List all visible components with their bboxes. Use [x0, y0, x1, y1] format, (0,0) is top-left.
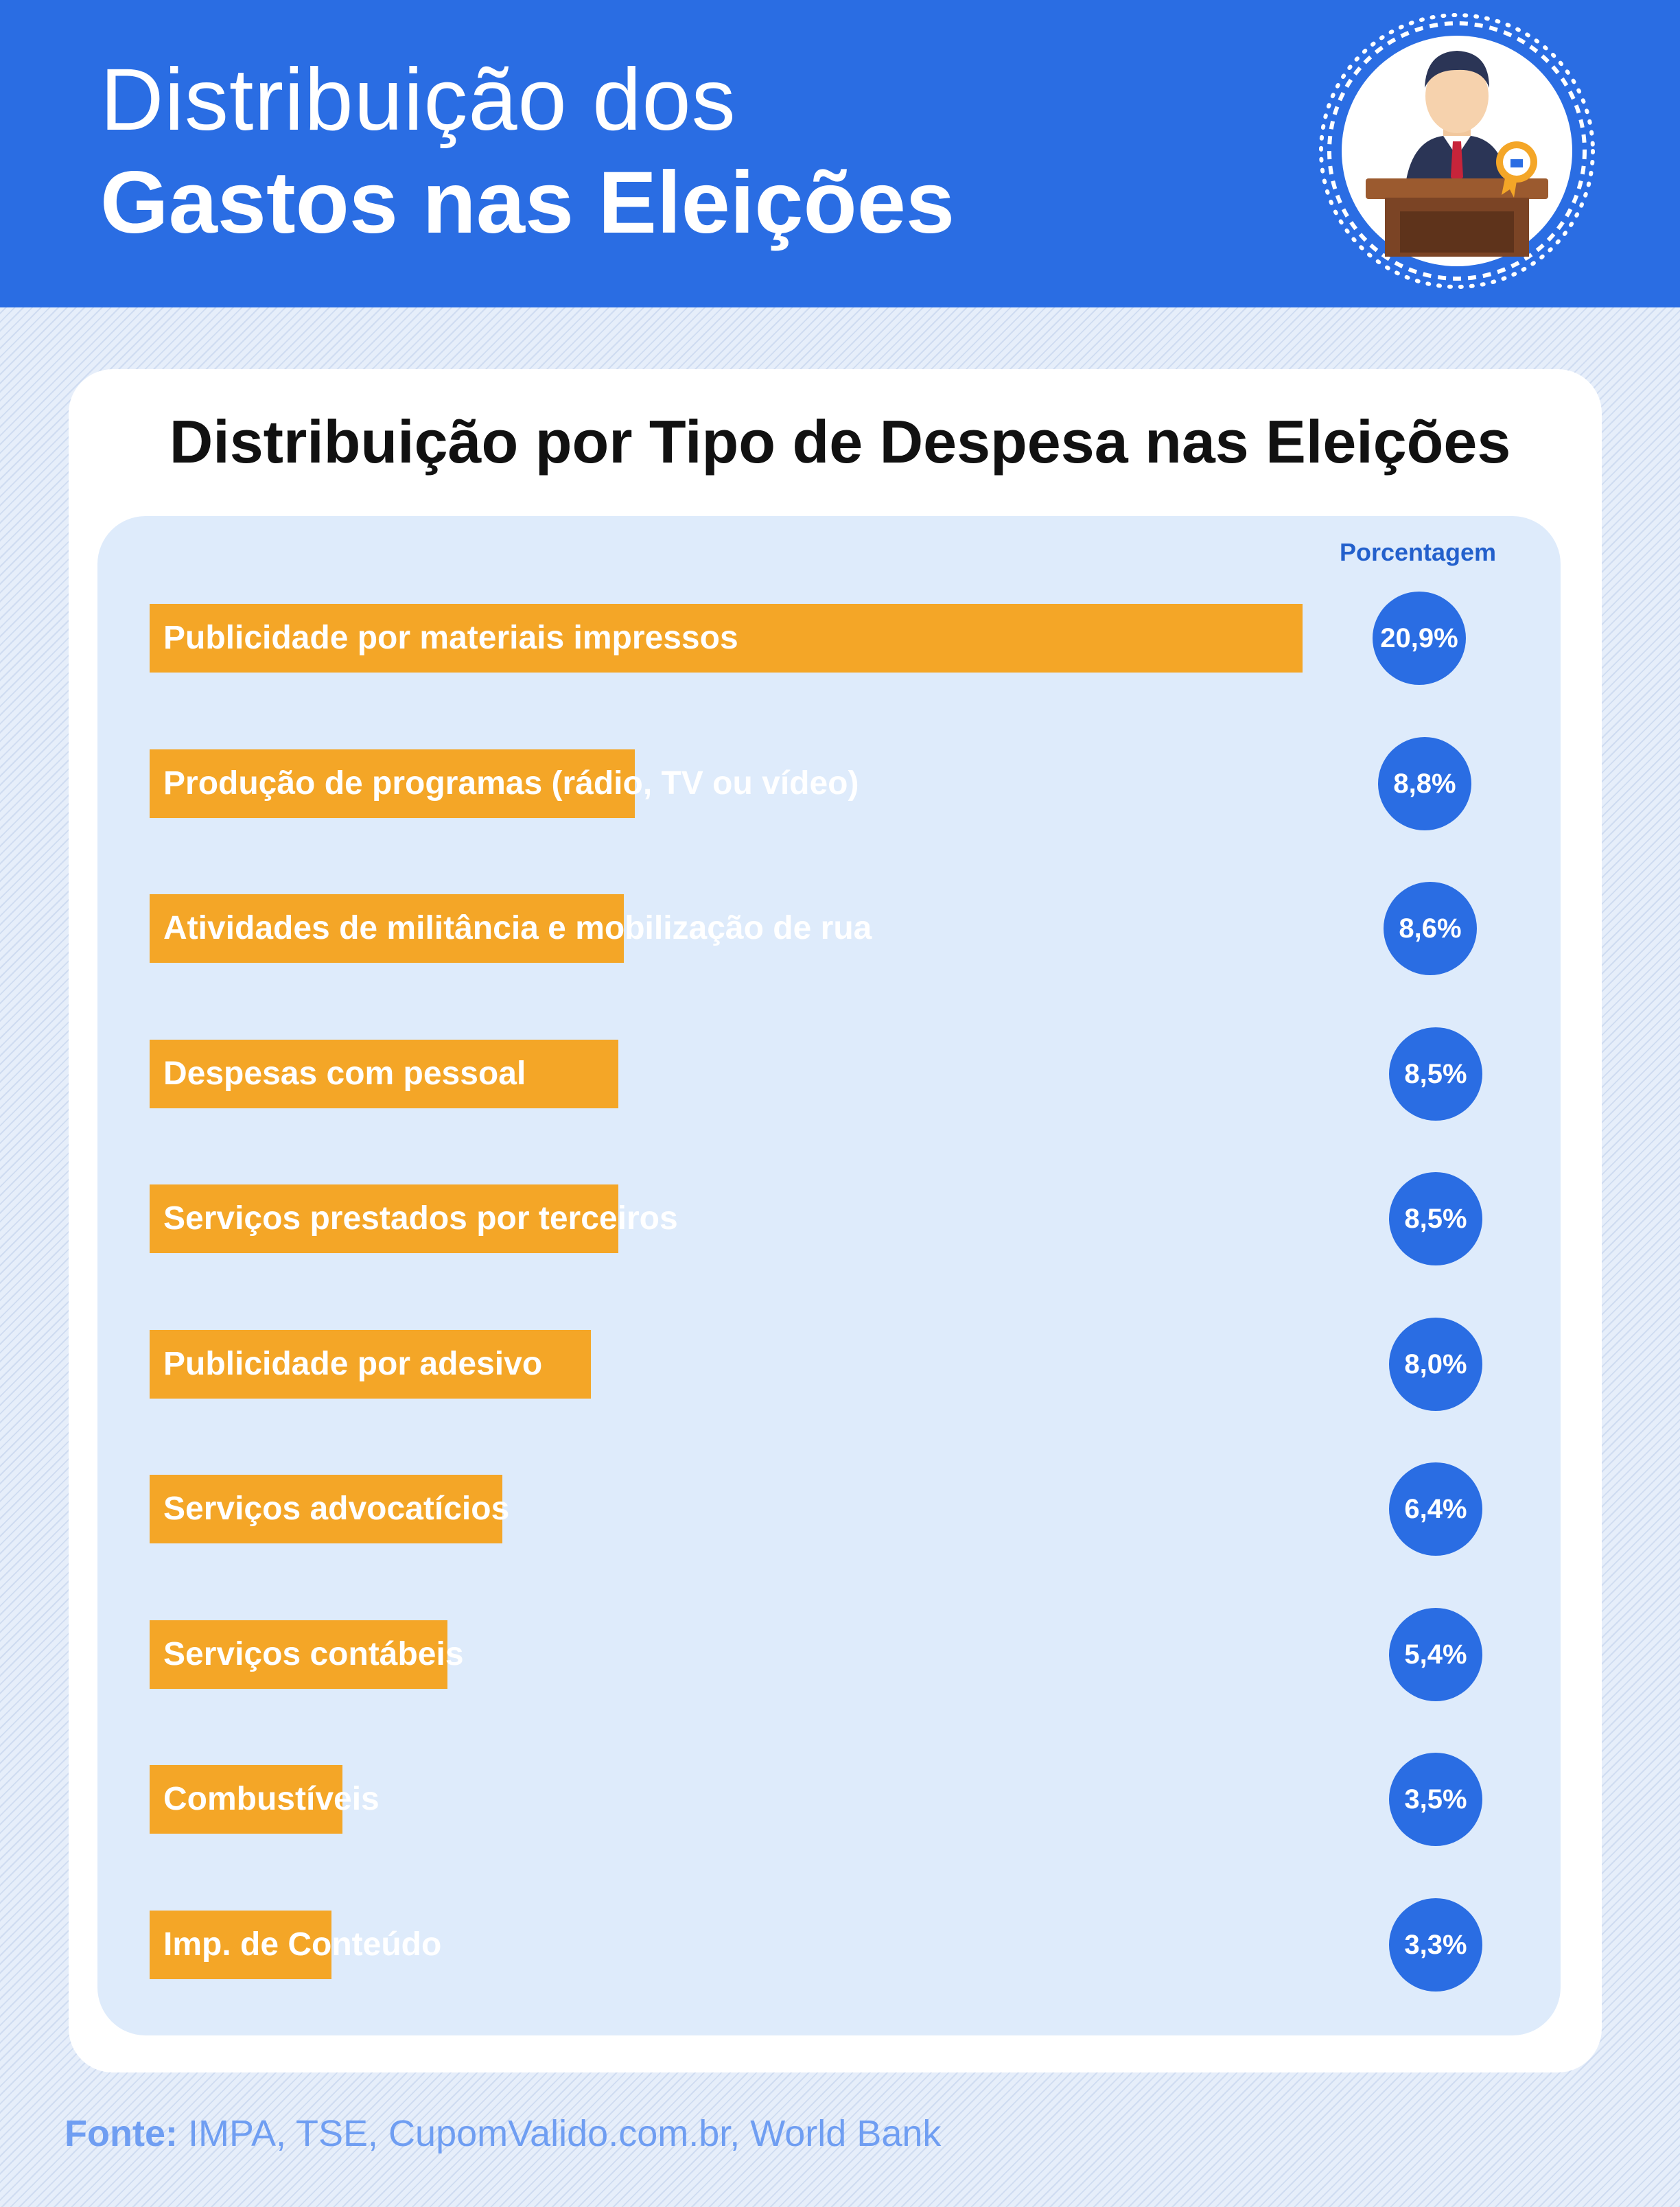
bar-label: Publicidade por materiais impressos [163, 620, 738, 656]
bar-label: Imp. de Conteúdo [163, 1926, 442, 1963]
bar [150, 1330, 591, 1399]
bar-label: Serviços prestados por terceiros [163, 1200, 678, 1237]
percentage-badge: 8,5% [1389, 1027, 1482, 1121]
percentage-column-header: Porcentagem [1339, 538, 1497, 566]
bar-label: Combustíveis [163, 1781, 380, 1817]
percentage-badge: 5,4% [1389, 1608, 1482, 1701]
bar [150, 1184, 618, 1253]
percentage-badge: 6,4% [1389, 1462, 1482, 1556]
percentage-badge: 8,5% [1389, 1172, 1482, 1265]
source-note: Fonte: IMPA, TSE, CupomValido.com.br, Wo… [65, 2112, 941, 2155]
source-label: Fonte: [65, 2113, 178, 2154]
bar-label: Publicidade por adesivo [163, 1346, 543, 1382]
bar-label: Produção de programas (rádio, TV ou víde… [163, 765, 859, 802]
bar-label: Despesas com pessoal [163, 1055, 526, 1092]
bar [150, 1475, 502, 1543]
bar [150, 1911, 331, 1979]
header-banner: Distribuição dos Gastos nas Eleições [0, 0, 1680, 307]
bar-label: Serviços contábeis [163, 1636, 464, 1672]
percentage-badge: 8,8% [1378, 737, 1471, 830]
chart-title: Distribuição por Tipo de Despesa nas Ele… [169, 408, 1511, 476]
percentage-badge: 8,0% [1389, 1318, 1482, 1411]
politician-at-podium-icon [1319, 13, 1595, 289]
bar [150, 604, 1303, 673]
bar [150, 1040, 618, 1108]
page-title-line2: Gastos nas Eleições [100, 154, 955, 252]
source-text: IMPA, TSE, CupomValido.com.br, World Ban… [187, 2113, 942, 2154]
percentage-badge: 3,3% [1389, 1898, 1482, 1992]
bar [150, 894, 624, 963]
bar-label: Serviços advocatícios [163, 1491, 510, 1527]
bar-label: Atividades de militância e mobilização d… [163, 910, 872, 946]
percentage-badge: 8,6% [1384, 882, 1477, 975]
bar [150, 1765, 342, 1834]
page-title-line1: Distribuição dos [100, 51, 736, 149]
percentage-badge: 3,5% [1389, 1753, 1482, 1846]
bar [150, 1620, 447, 1689]
percentage-badge: 20,9% [1373, 592, 1466, 685]
bar [150, 749, 635, 818]
